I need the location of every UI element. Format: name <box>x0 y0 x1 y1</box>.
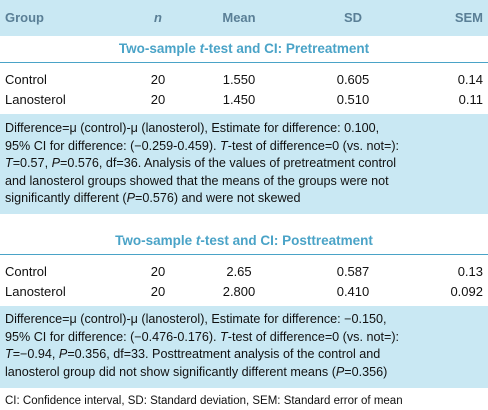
cell-group: Control <box>5 264 47 279</box>
cell-mean: 2.800 <box>222 284 256 299</box>
cell-n: 20 <box>150 264 166 279</box>
cell-sd: 0.410 <box>336 284 370 299</box>
cell-sem: 0.14 <box>457 72 483 87</box>
col-header-mean: Mean <box>222 10 256 25</box>
cell-sd: 0.510 <box>336 92 370 107</box>
table-row: Control 20 2.65 0.587 0.13 <box>0 262 488 282</box>
col-header-group: Group <box>5 10 44 25</box>
divider <box>0 62 488 63</box>
col-header-sem: SEM <box>454 10 483 25</box>
note-pretreatment: Difference=μ (control)-μ (lanosterol), E… <box>0 114 488 214</box>
note-text: Difference=μ (control)-μ (lanosterol), E… <box>5 121 400 205</box>
cell-group: Control <box>5 72 47 87</box>
cell-n: 20 <box>150 284 166 299</box>
col-header-sd: SD <box>343 10 363 25</box>
table-row: Control 20 1.550 0.605 0.14 <box>0 70 488 90</box>
cell-group: Lanosterol <box>5 92 66 107</box>
cell-mean: 1.450 <box>222 92 256 107</box>
cell-n: 20 <box>150 72 166 87</box>
cell-mean: 1.550 <box>222 72 256 87</box>
cell-group: Lanosterol <box>5 284 66 299</box>
cell-n: 20 <box>150 92 166 107</box>
section-title: Two-sample t-test and CI: Pretreatment <box>118 41 370 56</box>
note-posttreatment: Difference=μ (control)-μ (lanosterol), E… <box>0 306 488 388</box>
section-title: Two-sample t-test and CI: Posttreatment <box>115 233 373 248</box>
cell-sem: 0.11 <box>458 92 483 107</box>
section-posttreatment: Two-sample t-test and CI: Posttreatment <box>0 228 488 254</box>
cell-sd: 0.605 <box>336 72 370 87</box>
section-pretreatment: Two-sample t-test and CI: Pretreatment <box>0 36 488 62</box>
note-text: Difference=μ (control)-μ (lanosterol), E… <box>5 312 400 379</box>
cell-sd: 0.587 <box>336 264 370 279</box>
cell-sem: 0.092 <box>450 284 483 299</box>
table-row: Lanosterol 20 1.450 0.510 0.11 <box>0 90 488 110</box>
table-footnote: CI: Confidence interval, SD: Standard de… <box>5 395 403 407</box>
table-row: Lanosterol 20 2.800 0.410 0.092 <box>0 282 488 302</box>
table-header: Group n Mean SD SEM <box>0 0 488 36</box>
cell-sem: 0.13 <box>457 264 483 279</box>
col-header-n: n <box>154 10 162 25</box>
divider <box>0 254 488 255</box>
cell-mean: 2.65 <box>226 264 252 279</box>
